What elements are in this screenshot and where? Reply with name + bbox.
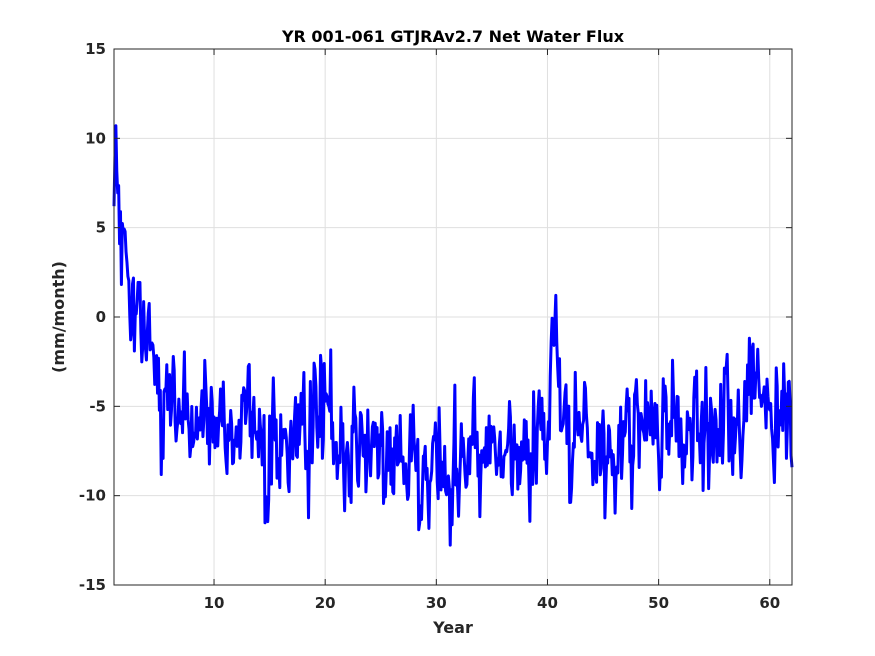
y-tick-label: 0 [96,308,106,326]
y-tick-label: -10 [79,487,106,505]
x-axis-label: Year [432,618,473,637]
x-tick-label: 20 [315,594,336,612]
y-tick-label: 10 [85,129,106,147]
x-tick-label: 40 [537,594,558,612]
x-tick-label: 60 [759,594,780,612]
x-tick-label: 50 [648,594,669,612]
y-ticks: -15 -10 -5 0 5 10 15 [79,40,792,594]
x-tick-label: 30 [426,594,447,612]
y-tick-label: 15 [85,40,106,58]
series-layer [112,124,794,547]
y-axis-label: (mm/month) [49,261,68,373]
x-tick-label: 10 [204,594,225,612]
y-tick-label: -15 [79,576,106,594]
chart-title: YR 001-061 GTJRAv2.7 Net Water Flux [281,27,625,46]
y-tick-label: -5 [89,397,106,415]
y-tick-label: 5 [96,219,106,237]
series-line [112,124,794,547]
x-ticks: 10 20 30 40 50 60 [204,49,780,612]
